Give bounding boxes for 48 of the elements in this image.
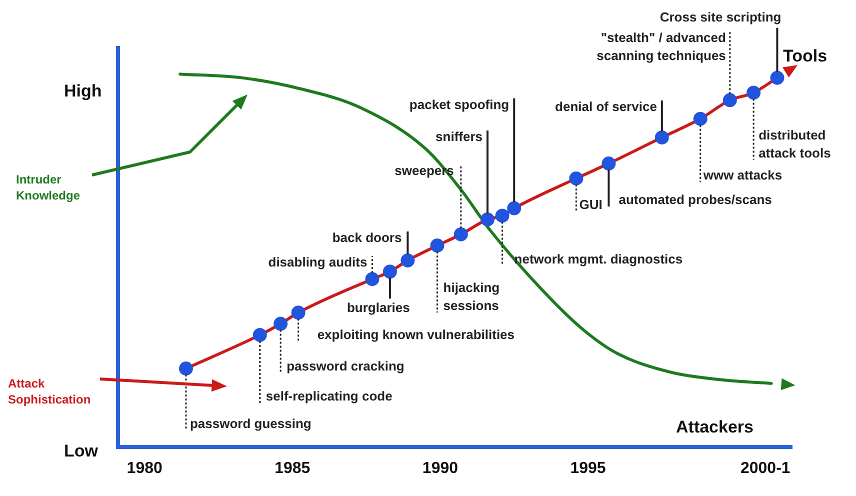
annotation: "stealth" / advanced scanning techniques xyxy=(596,30,726,63)
annotation: password guessing xyxy=(190,416,312,432)
text: Tools xyxy=(783,46,828,66)
annotation: hijacking sessions xyxy=(443,280,500,314)
point xyxy=(507,201,522,216)
x-tick-label: 1985 xyxy=(274,460,310,477)
text: Attack Sophistication xyxy=(8,376,91,406)
annotation: back doors xyxy=(332,230,402,246)
annotation: self-replicating code xyxy=(266,388,392,404)
point xyxy=(693,112,708,126)
annotation: disabling audits xyxy=(268,254,368,270)
x-tick-label: 2000-1 xyxy=(740,460,790,477)
text: High xyxy=(64,82,102,101)
annotation: exploiting known vulnerabilities xyxy=(317,327,515,342)
point xyxy=(770,70,784,85)
annotation: www attacks xyxy=(702,167,782,182)
point xyxy=(430,238,444,253)
point xyxy=(291,306,306,320)
annotation: password cracking xyxy=(286,358,404,374)
point xyxy=(746,86,761,100)
point xyxy=(365,272,380,286)
annotation: distributed attack tools xyxy=(758,127,831,160)
annotation: denial of service xyxy=(555,99,657,114)
point xyxy=(480,212,495,226)
point xyxy=(252,328,267,342)
annotation: packet spoofing xyxy=(409,96,510,112)
annotation: Attackers xyxy=(676,418,754,437)
x-tick-label: 1995 xyxy=(570,460,606,477)
point xyxy=(654,130,669,144)
point xyxy=(274,316,288,331)
point xyxy=(569,171,584,186)
annotation: Cross site scripting xyxy=(660,9,782,24)
text: Intruder Knowledge xyxy=(16,172,80,202)
annotation: burglaries xyxy=(346,300,410,316)
point xyxy=(382,264,397,279)
x-tick-label: 1980 xyxy=(126,460,163,477)
annotation: network mgmt. diagnostics xyxy=(514,251,683,266)
annotation: automated probes/scans xyxy=(618,192,772,208)
x-tick-label: 1990 xyxy=(422,460,458,477)
point xyxy=(602,156,616,171)
point xyxy=(400,253,415,268)
annotation: sniffers xyxy=(436,129,483,144)
text: Low xyxy=(64,442,99,461)
point xyxy=(454,227,468,242)
point xyxy=(722,93,737,108)
point xyxy=(178,362,193,376)
annotation: GUI xyxy=(579,197,602,212)
point xyxy=(495,208,510,223)
